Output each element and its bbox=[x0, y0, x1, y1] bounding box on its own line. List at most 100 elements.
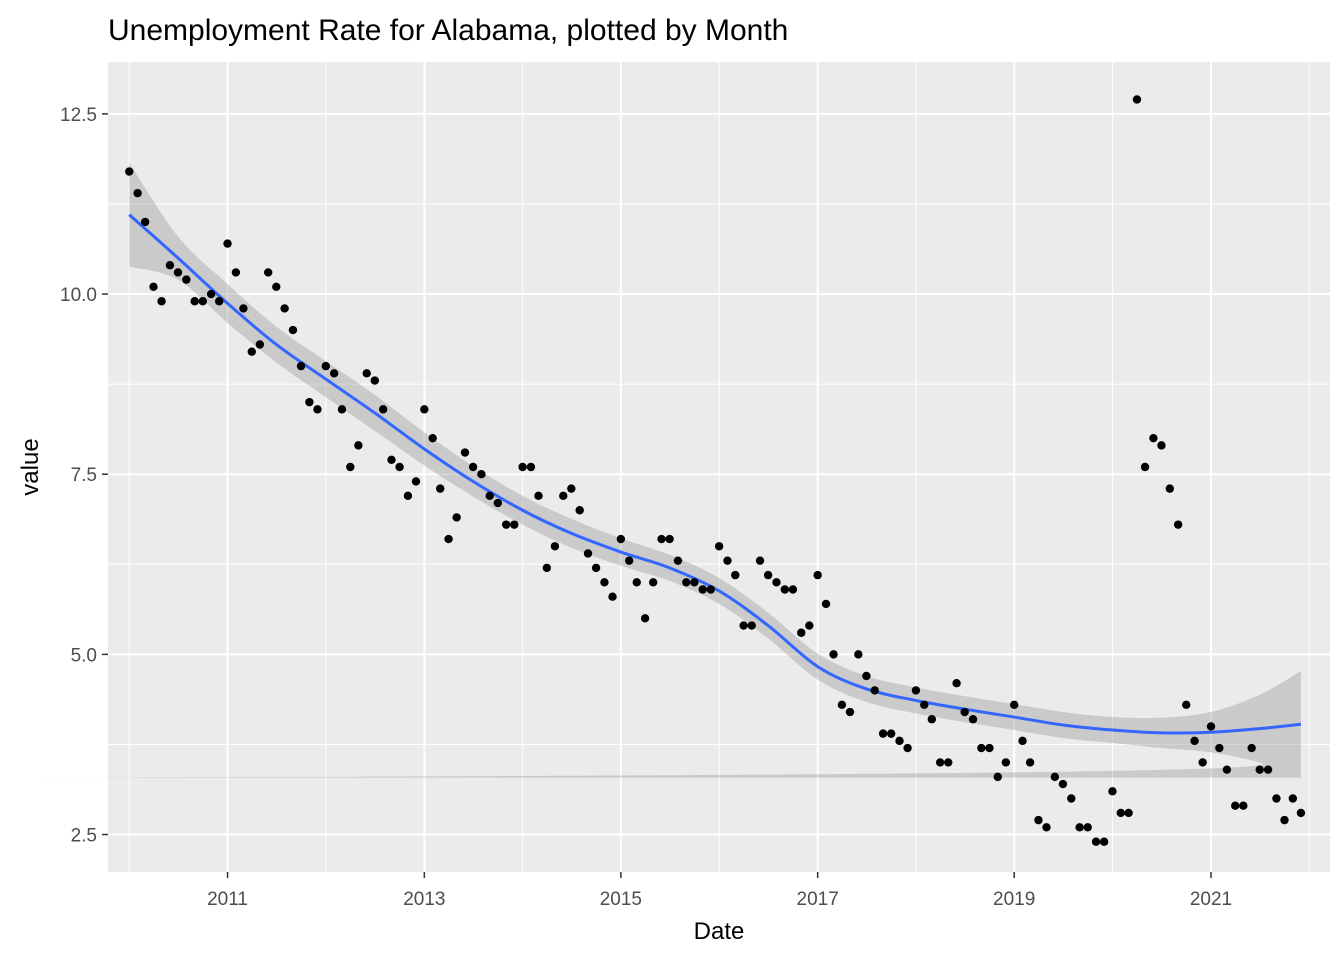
data-point bbox=[231, 268, 241, 277]
data-point bbox=[337, 405, 347, 414]
data-point bbox=[1010, 700, 1019, 710]
y-tick-label: 7.5 bbox=[71, 465, 97, 486]
data-point bbox=[1296, 808, 1306, 818]
data-point bbox=[428, 433, 437, 443]
data-point bbox=[1206, 722, 1216, 731]
data-point bbox=[1132, 95, 1142, 104]
data-point bbox=[665, 534, 674, 544]
data-point bbox=[173, 268, 183, 277]
data-point bbox=[387, 455, 396, 464]
data-point bbox=[559, 491, 568, 501]
data-point bbox=[1198, 758, 1207, 767]
data-point bbox=[1108, 787, 1117, 796]
data-point bbox=[133, 188, 142, 198]
data-point bbox=[1099, 837, 1109, 846]
data-point bbox=[362, 369, 371, 378]
data-point bbox=[165, 261, 175, 270]
data-point bbox=[960, 707, 969, 717]
data-point bbox=[1067, 794, 1076, 803]
data-point bbox=[1239, 801, 1248, 810]
data-point bbox=[1140, 462, 1150, 472]
data-point bbox=[755, 556, 765, 565]
data-point bbox=[542, 563, 552, 573]
data-point bbox=[263, 268, 273, 277]
data-point bbox=[1255, 765, 1264, 774]
data-point bbox=[1091, 837, 1101, 846]
x-tick-label: 2021 bbox=[1190, 889, 1232, 910]
data-point bbox=[550, 542, 560, 551]
major-gridlines bbox=[108, 62, 1330, 872]
data-point bbox=[125, 167, 134, 176]
data-point bbox=[1018, 736, 1027, 746]
data-point bbox=[346, 462, 355, 472]
data-point bbox=[682, 578, 691, 587]
data-point bbox=[1042, 823, 1051, 832]
data-point bbox=[190, 297, 199, 306]
data-point bbox=[829, 650, 838, 659]
data-point bbox=[1058, 779, 1068, 789]
data-point bbox=[1272, 794, 1281, 803]
y-axis-title: value bbox=[17, 438, 44, 495]
data-point bbox=[608, 592, 617, 601]
chart-title: Unemployment Rate for Alabama, plotted b… bbox=[108, 14, 788, 47]
data-point bbox=[567, 484, 576, 493]
data-point bbox=[182, 275, 191, 284]
data-point bbox=[763, 570, 773, 580]
data-point bbox=[1222, 765, 1232, 774]
data-point bbox=[632, 578, 641, 587]
x-tick-label: 2017 bbox=[797, 889, 839, 910]
data-point bbox=[305, 397, 314, 407]
data-point bbox=[854, 650, 863, 659]
data-point bbox=[280, 304, 289, 313]
data-point bbox=[657, 534, 666, 544]
confidence-band bbox=[0, 162, 1301, 778]
data-point bbox=[313, 405, 322, 414]
data-point bbox=[214, 297, 224, 306]
data-point bbox=[239, 304, 248, 313]
y-tick-label: 5.0 bbox=[71, 645, 97, 666]
data-point bbox=[591, 563, 601, 573]
data-point bbox=[927, 715, 937, 724]
data-point bbox=[1116, 808, 1126, 818]
data-point bbox=[944, 758, 953, 767]
data-point bbox=[1050, 772, 1060, 782]
data-point bbox=[378, 405, 388, 414]
data-point bbox=[477, 470, 486, 479]
data-point bbox=[223, 239, 232, 248]
data-point bbox=[723, 556, 732, 565]
data-point bbox=[895, 736, 904, 746]
y-axis: 2.5 5.0 7.5 10.0 12.5 bbox=[60, 105, 108, 847]
x-axis: 2011 2013 2015 2017 2019 2021 bbox=[207, 872, 1232, 910]
data-point bbox=[1124, 808, 1133, 818]
y-tick-label: 2.5 bbox=[71, 826, 97, 847]
data-point bbox=[911, 686, 921, 695]
data-point bbox=[845, 707, 855, 717]
data-point bbox=[1215, 743, 1224, 753]
data-point bbox=[1075, 823, 1084, 832]
data-point bbox=[583, 549, 593, 558]
data-point bbox=[329, 369, 339, 378]
data-point bbox=[780, 585, 790, 594]
data-point bbox=[1034, 815, 1043, 825]
x-tick-label: 2019 bbox=[993, 889, 1035, 910]
data-point bbox=[690, 578, 699, 587]
y-tick-label: 10.0 bbox=[60, 285, 97, 306]
data-point bbox=[1288, 794, 1298, 803]
data-point bbox=[149, 282, 158, 292]
data-point bbox=[420, 405, 429, 414]
data-point bbox=[1182, 700, 1191, 710]
data-point bbox=[501, 520, 511, 529]
data-point bbox=[813, 570, 822, 580]
data-point bbox=[1083, 823, 1092, 832]
data-point bbox=[1173, 520, 1183, 529]
data-point bbox=[321, 361, 331, 371]
data-point bbox=[673, 556, 683, 565]
data-point bbox=[870, 686, 879, 695]
data-point bbox=[411, 477, 421, 486]
data-point bbox=[460, 448, 470, 457]
data-point bbox=[1280, 815, 1289, 825]
data-point bbox=[157, 297, 166, 306]
data-point bbox=[862, 671, 871, 681]
data-point bbox=[296, 361, 306, 371]
